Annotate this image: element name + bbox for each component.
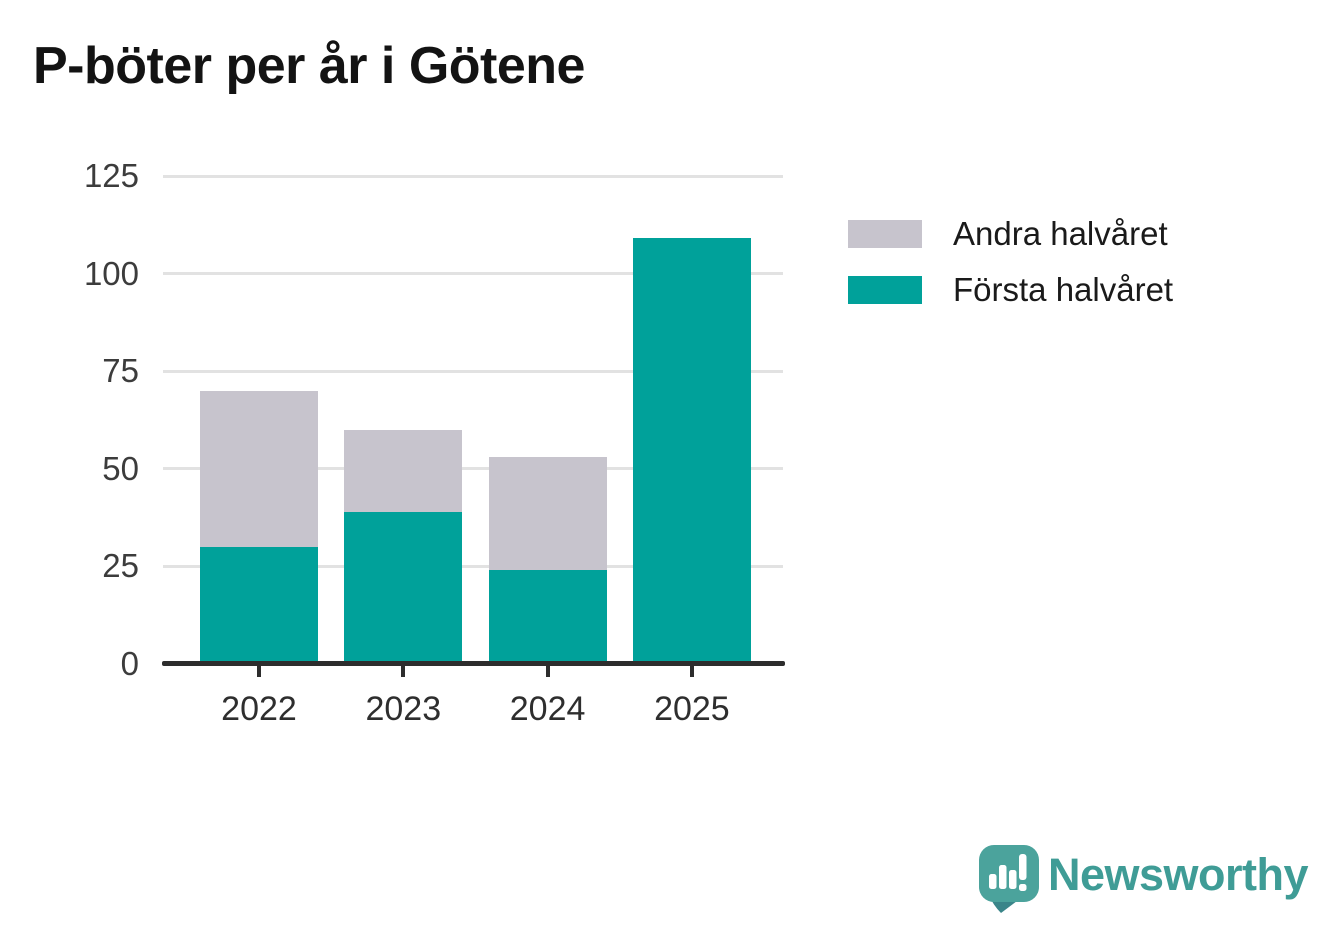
x-axis-tick-label-2023: 2023 bbox=[365, 690, 442, 728]
gridline-y-25 bbox=[163, 564, 783, 568]
newsworthy-logo-icon bbox=[979, 845, 1039, 913]
legend-swatch-forsta-halvaret bbox=[848, 276, 922, 304]
x-axis-tick-2022 bbox=[257, 666, 261, 677]
bar-2022-forsta-halvaret bbox=[200, 546, 318, 664]
y-axis-tick-label-100: 100 bbox=[83, 254, 139, 292]
x-axis-tick-2024 bbox=[545, 666, 550, 677]
bar-2023-andra-halvaret bbox=[344, 429, 463, 512]
bar-2025-forsta-halvaret bbox=[632, 238, 751, 664]
bar-2024-andra-halvaret bbox=[488, 457, 607, 571]
legend-label-andra-halvaret: Andra halvåret bbox=[953, 215, 1168, 252]
gridline-y-50 bbox=[163, 467, 783, 471]
x-axis-tick-2023 bbox=[401, 666, 406, 677]
chart-title: P-böter per år i Götene bbox=[33, 37, 585, 95]
bar-2022-andra-halvaret bbox=[200, 390, 318, 547]
x-axis-tick-label-2024: 2024 bbox=[509, 690, 586, 728]
x-axis-tick-label-2025: 2025 bbox=[654, 690, 730, 728]
x-axis-tick-label-2022: 2022 bbox=[221, 690, 297, 728]
x-axis-line bbox=[162, 661, 785, 666]
y-axis-tick-label-25: 25 bbox=[102, 547, 139, 585]
y-axis-tick-label-0: 0 bbox=[120, 645, 139, 682]
bar-2024-forsta-halvaret bbox=[488, 570, 607, 664]
newsworthy-logo-text: Newsworthy bbox=[1048, 849, 1309, 900]
y-axis-tick-label-125: 125 bbox=[83, 157, 139, 194]
gridline-y-75 bbox=[163, 369, 783, 373]
gridline-y-100 bbox=[163, 272, 783, 276]
gridline-y-125 bbox=[163, 174, 783, 178]
bar-2023-forsta-halvaret bbox=[344, 511, 463, 664]
y-axis-tick-label-50: 50 bbox=[102, 449, 139, 487]
x-axis-tick-2025 bbox=[689, 666, 694, 677]
legend-label-forsta-halvaret: Första halvåret bbox=[953, 271, 1174, 308]
legend-swatch-andra-halvaret bbox=[848, 220, 922, 248]
y-axis-tick-label-75: 75 bbox=[102, 352, 139, 390]
